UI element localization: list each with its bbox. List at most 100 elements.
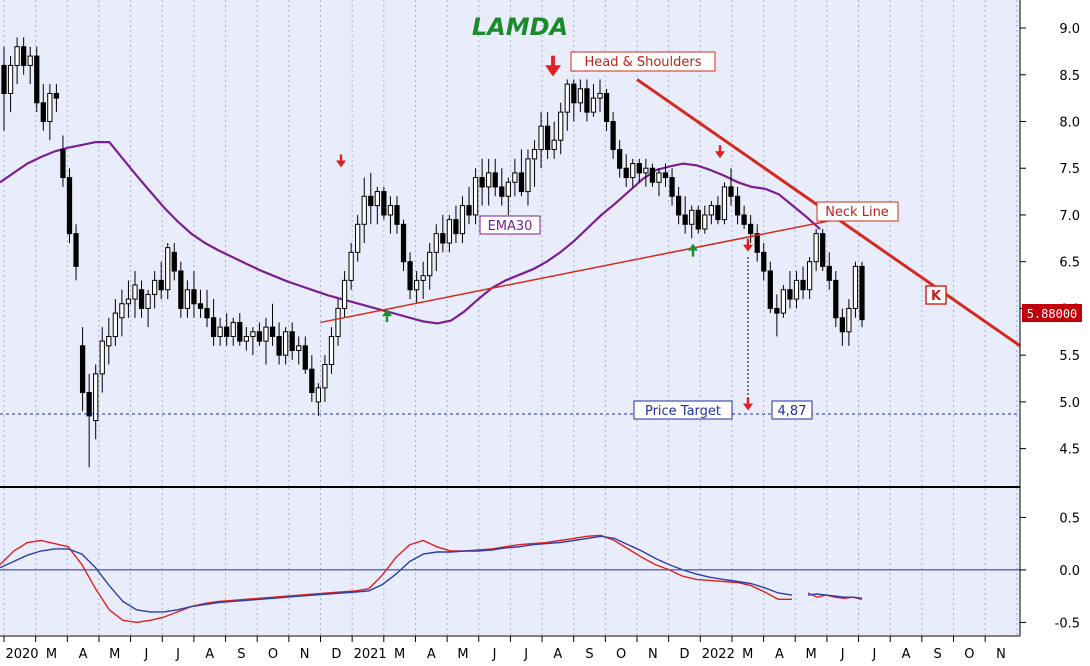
candle-body (230, 321, 236, 337)
candle-body (145, 293, 151, 309)
y-tick-label: 4.5 (1059, 443, 1080, 458)
candle-body (73, 233, 79, 267)
candle-body (695, 209, 701, 230)
k-text: K (931, 289, 942, 304)
candle-body (302, 345, 308, 370)
candle-body (7, 64, 14, 94)
y-tick-label: 8.0 (1059, 116, 1080, 131)
target-value-label: 4,87 (771, 400, 813, 420)
candle-body (584, 88, 590, 113)
x-tick-label: 2020 (5, 647, 38, 662)
candle-body (505, 181, 511, 197)
candle-body (826, 265, 832, 281)
candle-body (702, 214, 708, 230)
candle-body (165, 247, 171, 291)
price-panel-background (0, 0, 1020, 486)
candle-body (394, 205, 400, 225)
candle-body (558, 111, 564, 141)
candle-body (538, 125, 544, 151)
candle-body (322, 364, 328, 389)
green-up-arrow-icon (688, 243, 698, 251)
red-down-arrow-icon (336, 160, 346, 168)
candle-body (577, 88, 583, 104)
candle-body (243, 335, 249, 342)
candle-body (590, 97, 597, 113)
x-tick-label: M (46, 647, 57, 662)
red-down-arrow-icon (715, 151, 725, 159)
candle-body (787, 289, 793, 300)
candle-body (518, 172, 525, 193)
signal-line (0, 535, 793, 613)
candle-body (79, 345, 86, 394)
x-tick-label: O (616, 647, 626, 662)
ema30-label: EMA30 (479, 215, 541, 235)
candle-body (780, 289, 787, 314)
candle-body (571, 83, 577, 104)
target-value-text: 4,87 (778, 404, 807, 419)
macd-panel-background (0, 488, 1020, 635)
candle-body (171, 251, 177, 272)
x-tick-label: S (934, 647, 942, 662)
x-tick-label: D (679, 647, 689, 662)
candle-body (754, 233, 760, 253)
candle-body (446, 219, 453, 244)
y-tick-label: 7.0 (1059, 209, 1080, 224)
candle-body (433, 233, 439, 253)
candle-body (689, 209, 695, 225)
candle-body (66, 177, 73, 235)
candle-body (112, 312, 118, 337)
candle-body (47, 92, 53, 123)
macd-line (0, 534, 792, 624)
candle-body (859, 265, 865, 321)
candle-body (846, 307, 852, 333)
candle-body (767, 270, 773, 309)
candle-body (525, 158, 531, 193)
candle-body (381, 191, 387, 216)
x-tick-label: A (79, 647, 88, 662)
candle-body (289, 331, 295, 351)
candle-body (833, 279, 839, 319)
macd-y-tick-label: 0.0 (1059, 564, 1080, 579)
candle-body (368, 195, 374, 207)
candle-body (132, 284, 138, 300)
candle-body (276, 335, 282, 356)
x-tick-label: J (871, 647, 876, 662)
candle-body (387, 205, 394, 216)
candle-body (630, 163, 636, 179)
x-tick-label: S (585, 647, 593, 662)
x-tick-label: M (109, 647, 120, 662)
candle-body (27, 55, 33, 66)
head-shoulders-text: Head & Shoulders (584, 55, 701, 70)
y-tick-label: 6.5 (1059, 256, 1080, 271)
candle-body (40, 102, 46, 123)
x-tick-label: O (964, 647, 974, 662)
candle-body (315, 387, 322, 403)
candle-body (512, 172, 518, 183)
x-axis-ticks: 2020 M A M J J A S O N D 2021 M A M J J A S O N D 2022 M A M J J A S O… (3, 636, 1006, 662)
candle-body (486, 172, 492, 188)
k-label: K (925, 285, 947, 305)
macd-series (0, 534, 1020, 624)
candle-body (479, 177, 485, 188)
candle-body (649, 167, 656, 183)
candle-body (256, 331, 263, 342)
candle-body (459, 205, 466, 235)
candle-body (210, 317, 217, 337)
candle-body (14, 46, 20, 66)
candle-body (675, 195, 682, 216)
candle-body (597, 92, 603, 99)
candle-body (472, 177, 479, 216)
candle-body (224, 326, 230, 337)
candle-body (152, 279, 158, 295)
candle-body (420, 275, 426, 281)
neck-line-text: Neck Line (825, 205, 889, 220)
x-tick-label: A (775, 647, 784, 662)
candle-body (741, 214, 747, 225)
x-tick-label: A (902, 647, 911, 662)
candle-body (669, 177, 675, 197)
candle-body (839, 317, 845, 333)
y-tick-label: 8.5 (1059, 69, 1080, 84)
candle-body (263, 326, 269, 342)
candle-body (204, 307, 210, 319)
x-tick-label: M (742, 647, 753, 662)
